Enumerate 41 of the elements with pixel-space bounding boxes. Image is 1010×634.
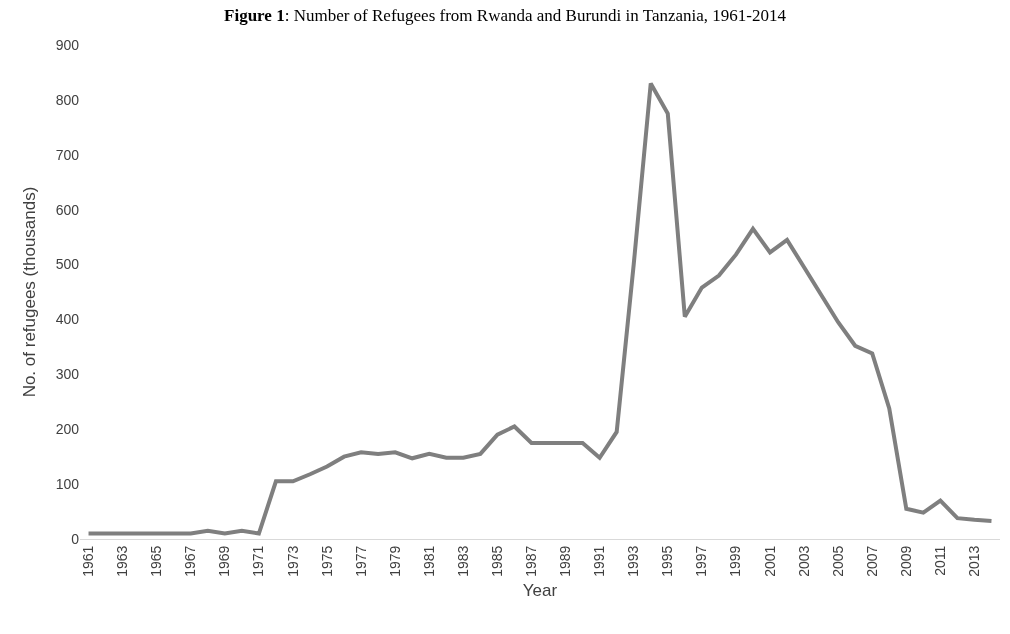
y-tick-label: 200 (55, 421, 80, 438)
x-tick-label: 1965 (148, 545, 165, 577)
y-tick-label: 500 (55, 256, 80, 273)
x-tick-label: 1963 (114, 545, 131, 577)
x-tick-label: 1971 (250, 545, 267, 577)
x-tick-label: 1985 (488, 545, 505, 577)
x-tick-label: 2005 (829, 545, 846, 577)
x-tick-label: 2003 (795, 545, 812, 577)
x-tick-label: 2007 (863, 545, 880, 577)
x-tick-label: 1999 (727, 545, 744, 577)
x-tick-label: 1969 (216, 545, 233, 577)
y-axis-title: No. of refugees (thousands) (20, 186, 40, 398)
y-tick-label: 300 (55, 366, 80, 383)
x-tick-label: 1967 (182, 545, 199, 577)
x-tick-label: 2011 (931, 545, 948, 576)
x-tick-label: 2013 (965, 545, 982, 577)
x-axis-title: Year (522, 581, 558, 601)
x-tick-label: 1997 (693, 545, 710, 577)
x-tick-label: 1977 (352, 545, 369, 577)
x-tick-label: 1989 (557, 545, 574, 577)
x-tick-label: 1991 (591, 545, 608, 577)
x-tick-label: 2001 (761, 545, 778, 577)
line-series (86, 81, 994, 536)
x-tick-label: 1973 (284, 545, 301, 577)
y-tick-label: 900 (55, 36, 80, 53)
x-tick-label: 1987 (523, 545, 540, 577)
chart-title: Figure 1: Number of Refugees from Rwanda and Burundi in Tanzania, 1961-2014 (224, 6, 787, 26)
x-tick-label: 1993 (625, 545, 642, 577)
x-tick-label: 2009 (897, 545, 914, 577)
x-tick-label: 1983 (454, 545, 471, 577)
y-tick-label: 800 (55, 91, 80, 108)
x-tick-label: 1995 (659, 545, 676, 577)
x-tick-label: 1981 (420, 545, 437, 577)
y-tick-label: 600 (55, 201, 80, 218)
y-tick-label: 400 (55, 311, 80, 328)
y-tick-label: 700 (55, 146, 80, 163)
y-tick-label: 100 (55, 476, 80, 493)
y-tick-label: 0 (71, 530, 80, 547)
x-tick-label: 1961 (80, 545, 97, 577)
x-tick-label: 1979 (386, 545, 403, 577)
x-tick-label: 1975 (318, 545, 335, 577)
